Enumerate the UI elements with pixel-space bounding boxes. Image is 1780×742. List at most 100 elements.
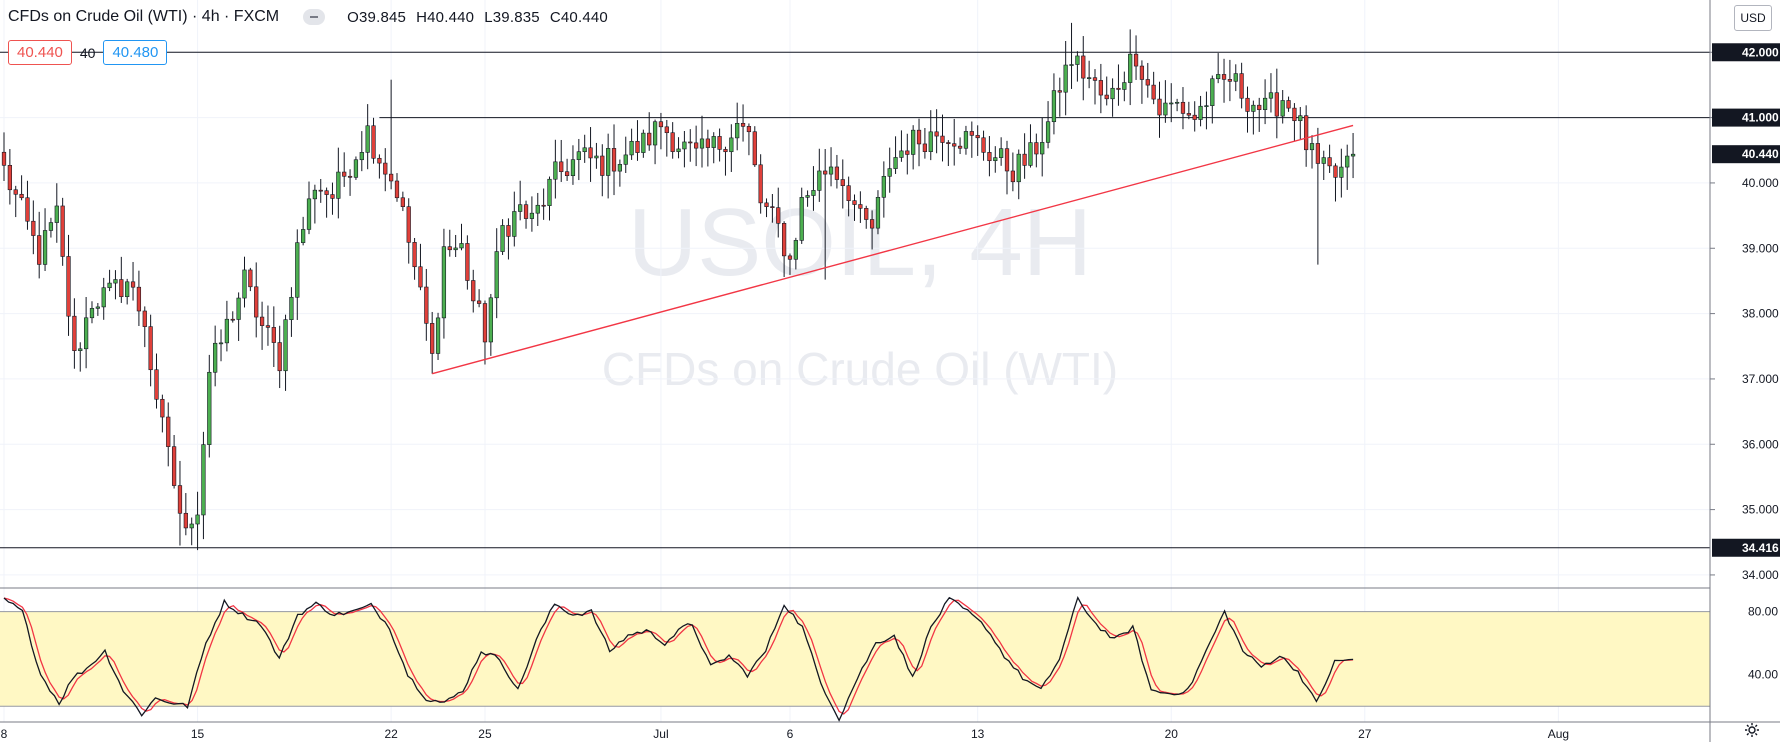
settings-gear-icon[interactable]: [1744, 722, 1760, 738]
candle: [430, 311, 435, 374]
candle-body: [1221, 74, 1227, 80]
candle: [887, 147, 892, 193]
candle: [201, 431, 206, 540]
candle-body: [160, 398, 165, 418]
candle: [922, 127, 928, 159]
candle: [119, 256, 124, 303]
candle-body: [834, 166, 840, 180]
candle: [383, 148, 388, 192]
candle: [705, 129, 710, 167]
candle-body: [242, 269, 247, 299]
candle-body: [999, 148, 1004, 158]
candle-body: [652, 121, 658, 146]
candle-body: [793, 240, 798, 260]
candle: [1063, 40, 1068, 116]
candle-body: [353, 159, 359, 178]
candle: [600, 144, 605, 197]
candle-body: [881, 175, 886, 198]
low-value: L39.835: [484, 8, 540, 26]
candle-body: [846, 185, 851, 201]
candle-body: [31, 220, 36, 236]
candle: [347, 169, 353, 196]
candle: [899, 130, 904, 162]
candle-body: [875, 197, 881, 229]
symbol-title[interactable]: CFDs on Crude Oil (WTI) · 4h · FXCM: [8, 8, 280, 25]
candle: [518, 180, 523, 221]
collapse-icon[interactable]: [303, 9, 326, 25]
candle-body: [1116, 87, 1121, 90]
candle-body: [858, 204, 863, 209]
candle-body: [377, 157, 382, 164]
candle-body: [658, 121, 664, 128]
candle-body: [1210, 78, 1215, 106]
candle: [1239, 62, 1244, 109]
candle: [1315, 127, 1321, 265]
candle-body: [559, 161, 564, 173]
candle: [1028, 124, 1033, 168]
candlestick-series: [1, 22, 1356, 551]
candle: [330, 182, 335, 215]
candle-body: [83, 317, 89, 350]
candle: [125, 278, 130, 305]
candle: [166, 402, 171, 467]
candle: [400, 191, 405, 212]
candle: [441, 228, 447, 339]
level-tag-bg-1: [1712, 108, 1780, 127]
candle-body: [1151, 84, 1156, 100]
candle: [606, 133, 611, 199]
candle: [277, 325, 282, 389]
trendline[interactable]: [432, 124, 1354, 375]
candle: [735, 102, 740, 151]
candle: [523, 200, 529, 229]
candle: [89, 301, 95, 324]
candle-body: [764, 202, 769, 207]
close-value: C40.440: [549, 8, 608, 26]
candle-body: [171, 446, 177, 486]
candle: [283, 314, 288, 391]
time-tick-label-0: 8: [1, 727, 8, 741]
buy-button[interactable]: 40.480: [103, 40, 168, 65]
candle-body: [500, 225, 505, 252]
candle: [506, 218, 511, 260]
level-tag-bg-2: [1712, 538, 1780, 557]
candle-body: [236, 297, 241, 320]
candle: [1257, 97, 1262, 132]
currency-button[interactable]: USD: [1734, 5, 1772, 31]
candle-body: [606, 148, 611, 176]
sell-button[interactable]: 40.440: [8, 40, 72, 65]
trendline-segment: [432, 124, 1354, 375]
candle: [447, 229, 452, 257]
candle: [1298, 106, 1303, 140]
candle: [37, 211, 42, 279]
candle: [1040, 117, 1045, 177]
candle: [101, 277, 106, 320]
candle: [993, 146, 998, 173]
chart-gridlines: [0, 0, 1747, 722]
candle: [353, 156, 359, 180]
candle-body: [647, 132, 652, 146]
candle-body: [729, 137, 734, 153]
candle: [1151, 71, 1156, 105]
candle-body: [1198, 105, 1203, 120]
candle: [652, 119, 658, 165]
candle: [1051, 73, 1057, 135]
candle: [1128, 29, 1133, 106]
candle-body: [694, 142, 699, 149]
candle-body: [336, 171, 341, 199]
candle: [1245, 86, 1250, 133]
watermark-name: CFDs on Crude Oil (WTI): [602, 343, 1118, 395]
last-price-tag-label: 40.440: [1742, 147, 1779, 161]
candle: [670, 122, 675, 159]
candle: [312, 184, 317, 224]
candle-body: [465, 243, 470, 281]
candle: [130, 261, 136, 301]
candle-body: [1010, 170, 1015, 183]
candle-body: [711, 136, 716, 148]
candle-body: [347, 175, 353, 178]
candle: [658, 112, 664, 150]
candle: [171, 435, 177, 489]
candle: [846, 176, 851, 217]
time-tick-label-3: 25: [478, 727, 492, 741]
candle-body: [1274, 92, 1279, 117]
